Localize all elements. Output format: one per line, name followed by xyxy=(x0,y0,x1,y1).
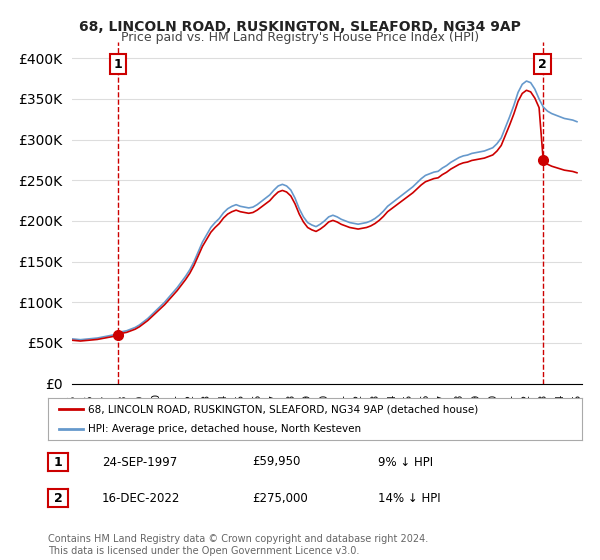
Text: Price paid vs. HM Land Registry's House Price Index (HPI): Price paid vs. HM Land Registry's House … xyxy=(121,31,479,44)
Text: 24-SEP-1997: 24-SEP-1997 xyxy=(102,455,177,469)
Text: 1: 1 xyxy=(113,58,122,71)
Text: 68, LINCOLN ROAD, RUSKINGTON, SLEAFORD, NG34 9AP (detached house): 68, LINCOLN ROAD, RUSKINGTON, SLEAFORD, … xyxy=(88,404,478,414)
Text: 16-DEC-2022: 16-DEC-2022 xyxy=(102,492,181,505)
Text: 68, LINCOLN ROAD, RUSKINGTON, SLEAFORD, NG34 9AP: 68, LINCOLN ROAD, RUSKINGTON, SLEAFORD, … xyxy=(79,20,521,34)
Text: 2: 2 xyxy=(538,58,547,71)
Text: 2: 2 xyxy=(53,492,62,505)
Text: HPI: Average price, detached house, North Kesteven: HPI: Average price, detached house, Nort… xyxy=(88,424,361,434)
Text: £275,000: £275,000 xyxy=(252,492,308,505)
Text: 9% ↓ HPI: 9% ↓ HPI xyxy=(378,455,433,469)
Text: 14% ↓ HPI: 14% ↓ HPI xyxy=(378,492,440,505)
Text: 1: 1 xyxy=(53,455,62,469)
Text: Contains HM Land Registry data © Crown copyright and database right 2024.
This d: Contains HM Land Registry data © Crown c… xyxy=(48,534,428,556)
Text: £59,950: £59,950 xyxy=(252,455,301,469)
